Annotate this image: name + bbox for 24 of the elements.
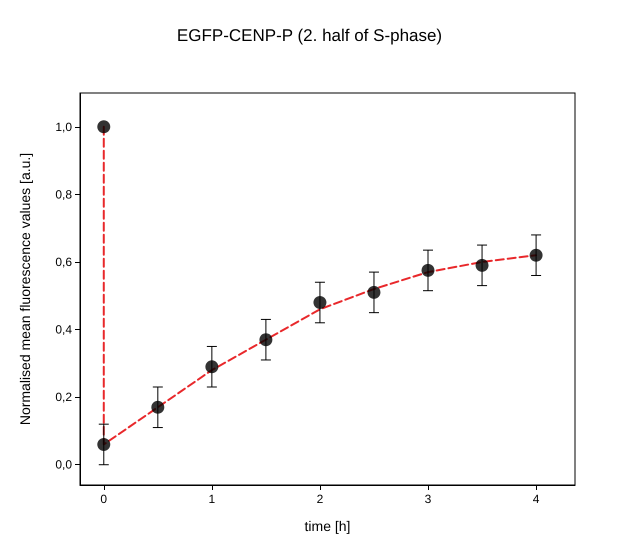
y-tick-label: 0,8: [55, 187, 72, 202]
point: [530, 248, 543, 262]
x-tick-label: 4: [532, 492, 540, 506]
point: [97, 438, 110, 451]
point: [151, 400, 164, 414]
x-tick-label: 3: [424, 492, 432, 506]
point: [313, 296, 326, 310]
chart-title: EGFP-CENP-P (2. half of S-phase): [176, 26, 442, 45]
y-tick-label: 1,0: [55, 120, 72, 134]
point: [367, 286, 380, 299]
point: [97, 120, 110, 134]
y-tick-label: 0,4: [55, 322, 72, 337]
x-tick-label: 2: [316, 492, 324, 506]
y-tick-label: 0,6: [55, 254, 72, 269]
y-tick-label: 0,2: [55, 390, 72, 404]
point: [259, 333, 272, 346]
y-axis-title: Normalised mean fluorescence values [a.u.]: [17, 152, 33, 426]
point: [205, 360, 218, 374]
y-tick-label: 0,0: [55, 458, 72, 472]
x-tick-label: 1: [208, 492, 216, 506]
point: [422, 264, 435, 277]
x-tick-label: 0: [100, 492, 108, 506]
point: [476, 258, 489, 272]
x-axis-title: time [h]: [304, 518, 350, 534]
